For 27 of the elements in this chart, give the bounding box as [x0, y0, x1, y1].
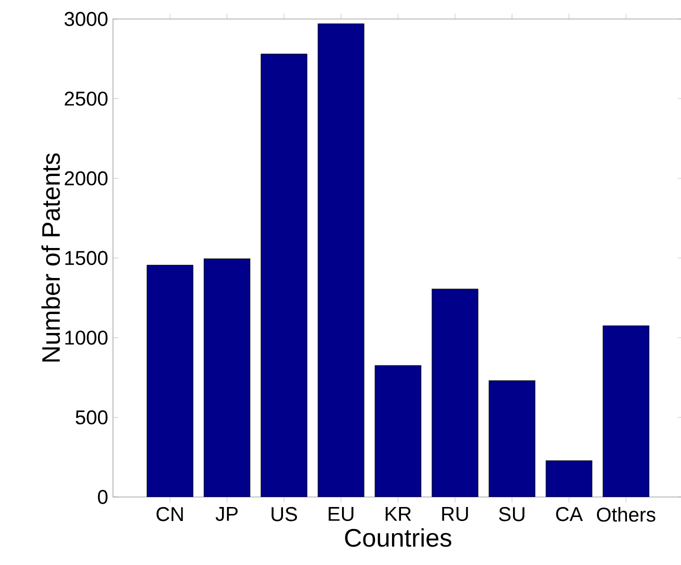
y-axis-title: Number of Patents: [41, 153, 60, 362]
x-tick-label: RU: [442, 507, 468, 521]
bar: [432, 289, 478, 497]
x-tick-label: EU: [328, 507, 354, 521]
y-tick-label: 500: [76, 410, 108, 424]
x-tick-label: JP: [216, 507, 238, 521]
x-axis-title: Countries: [345, 528, 452, 547]
x-tick-label: Others: [596, 507, 656, 522]
bar: [147, 265, 194, 497]
y-tick-label: 1000: [65, 330, 108, 345]
bar: [204, 258, 250, 497]
bar: [546, 460, 592, 497]
y-tick-label: 2000: [64, 171, 108, 186]
y-tick-label: 2500: [64, 92, 108, 106]
bar: [602, 325, 650, 497]
x-tick-label: KR: [386, 507, 411, 521]
bar: [489, 380, 536, 497]
x-tick-label: CA: [556, 507, 583, 522]
y-tick-label: 3000: [64, 12, 108, 26]
x-tick-label: US: [272, 507, 297, 522]
x-tick-label: CN: [156, 507, 183, 522]
y-tick-label: 1500: [65, 250, 108, 266]
y-tick-label: 0: [98, 490, 108, 504]
bar: [261, 54, 308, 497]
bar: [375, 366, 422, 497]
bar: [318, 24, 364, 497]
x-tick-label: SU: [499, 507, 524, 522]
